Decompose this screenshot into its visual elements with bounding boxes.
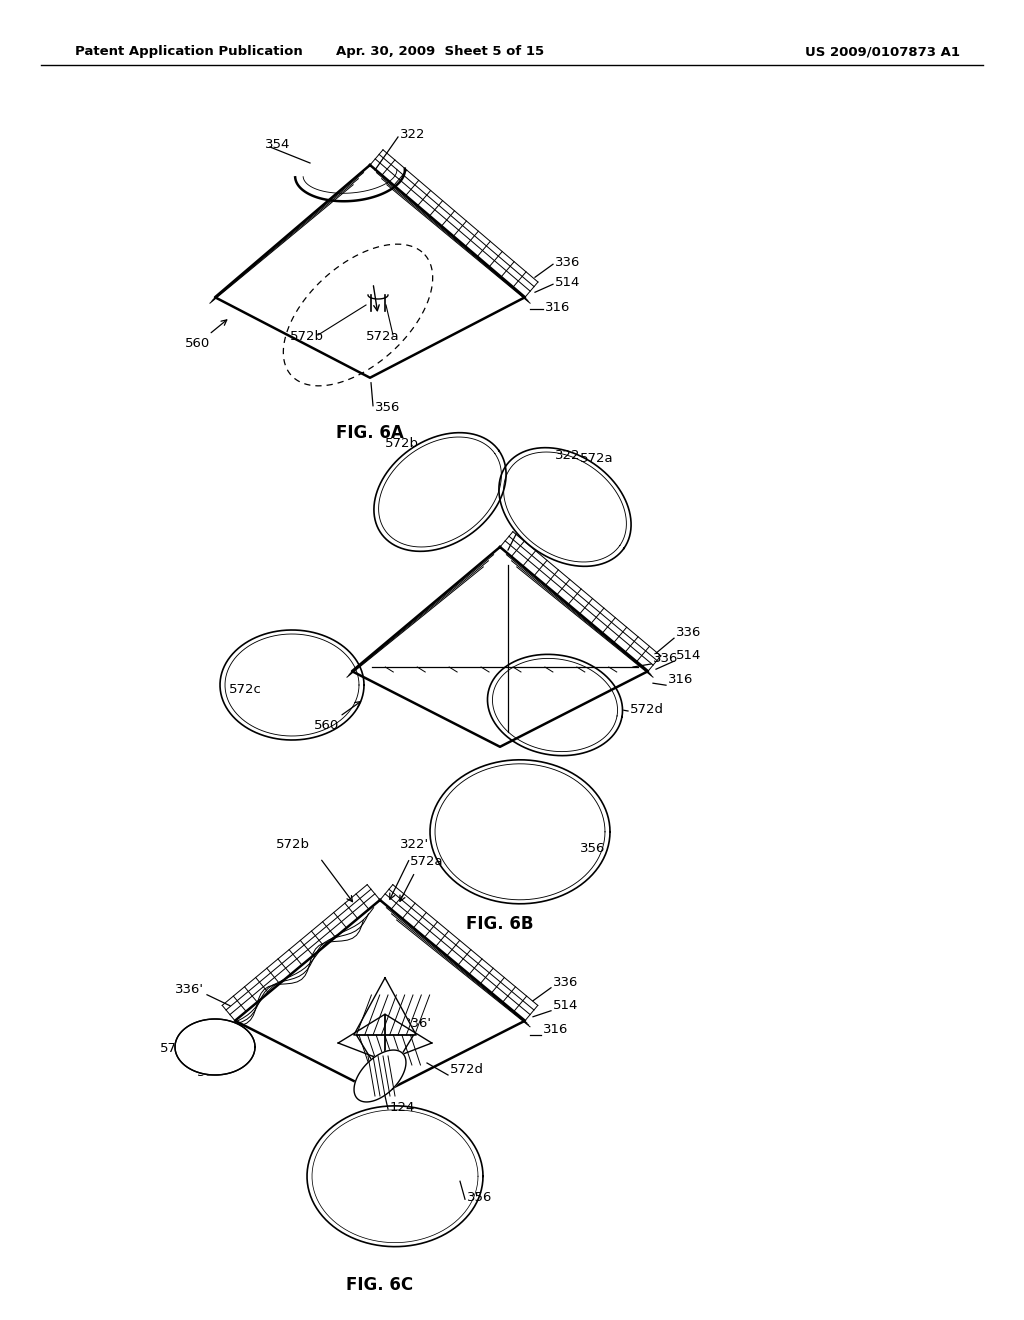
Text: 316: 316 xyxy=(543,1023,568,1036)
Text: 514: 514 xyxy=(555,276,581,289)
Text: 356: 356 xyxy=(375,401,400,414)
Text: US 2009/0107873 A1: US 2009/0107873 A1 xyxy=(805,45,961,58)
Polygon shape xyxy=(430,760,610,904)
Text: 514: 514 xyxy=(676,649,701,663)
Text: 572b: 572b xyxy=(385,437,419,450)
Polygon shape xyxy=(338,1014,385,1061)
Text: 336': 336' xyxy=(175,983,204,995)
Text: 336: 336 xyxy=(653,652,678,665)
Text: 560: 560 xyxy=(185,319,226,350)
Text: 322: 322 xyxy=(400,128,426,141)
Text: 336: 336 xyxy=(553,975,579,989)
Polygon shape xyxy=(215,165,525,378)
Text: FIG. 6B: FIG. 6B xyxy=(466,915,534,933)
Text: 354: 354 xyxy=(265,139,291,152)
Text: 356: 356 xyxy=(580,842,605,855)
Polygon shape xyxy=(175,1019,255,1074)
Text: 356: 356 xyxy=(467,1191,493,1204)
Polygon shape xyxy=(220,630,364,741)
Text: 560: 560 xyxy=(197,1051,244,1078)
Text: 322': 322' xyxy=(400,838,429,851)
Text: 572b: 572b xyxy=(290,330,324,343)
Text: 322: 322 xyxy=(555,449,581,462)
Polygon shape xyxy=(175,1019,255,1074)
Text: FIG. 6A: FIG. 6A xyxy=(336,424,403,442)
Text: Apr. 30, 2009  Sheet 5 of 15: Apr. 30, 2009 Sheet 5 of 15 xyxy=(336,45,544,58)
Text: 560: 560 xyxy=(314,702,360,733)
Text: 514: 514 xyxy=(553,999,579,1011)
Text: 572c: 572c xyxy=(229,682,262,696)
Polygon shape xyxy=(307,1106,483,1246)
Text: 336': 336' xyxy=(403,1016,432,1030)
Text: 572a: 572a xyxy=(580,451,613,465)
Polygon shape xyxy=(356,1035,414,1082)
Polygon shape xyxy=(487,655,623,755)
Text: 124: 124 xyxy=(390,1101,416,1114)
Polygon shape xyxy=(374,433,506,552)
Text: 316: 316 xyxy=(545,301,570,314)
Polygon shape xyxy=(385,1014,432,1061)
Text: 336: 336 xyxy=(676,626,701,639)
Text: 316: 316 xyxy=(668,673,693,686)
Text: 572c: 572c xyxy=(160,1041,193,1055)
Text: 572b: 572b xyxy=(276,838,310,851)
Text: 336: 336 xyxy=(555,256,581,269)
Polygon shape xyxy=(354,978,416,1035)
Text: Patent Application Publication: Patent Application Publication xyxy=(75,45,303,58)
Text: 572d: 572d xyxy=(630,704,664,715)
Polygon shape xyxy=(354,1049,406,1102)
Text: FIG. 6C: FIG. 6C xyxy=(346,1275,414,1294)
Polygon shape xyxy=(352,546,648,747)
Polygon shape xyxy=(234,900,525,1094)
Polygon shape xyxy=(499,447,631,566)
Text: 572d: 572d xyxy=(450,1063,484,1076)
Text: 572a: 572a xyxy=(366,330,399,343)
Text: 572a: 572a xyxy=(410,855,443,869)
